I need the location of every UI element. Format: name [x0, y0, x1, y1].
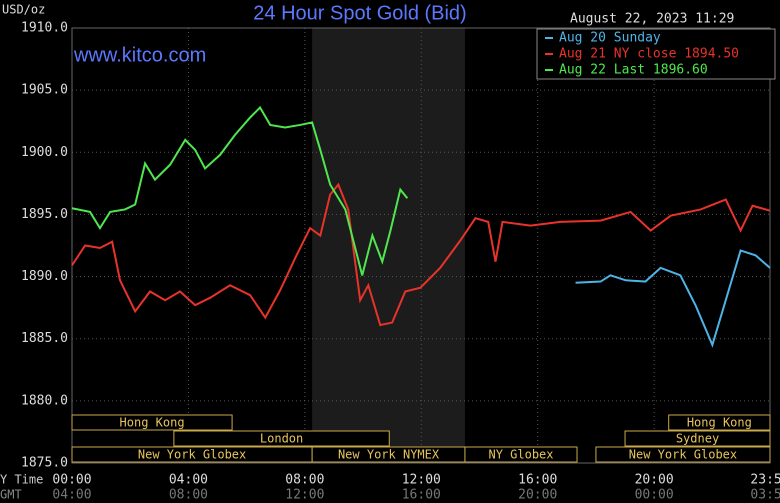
session-label: London [260, 432, 303, 446]
session-box [173, 430, 390, 447]
gmt-tick-label: 08:00 [169, 488, 208, 503]
legend-label: Aug 21 NY close 1894.50 [559, 47, 739, 62]
series-line [71, 182, 771, 327]
session-box [464, 446, 578, 463]
session-box [624, 430, 771, 447]
x-tick-label: 12:00 [402, 473, 441, 488]
x-tick-label: 23:59 [750, 473, 780, 488]
y-tick-label: 1900.0 [21, 145, 68, 160]
gmt-tick-label: 16:00 [402, 488, 441, 503]
x-row-label: Y Time [0, 473, 43, 487]
y-tick-label: 1890.0 [21, 269, 68, 284]
x-tick-label: 16:00 [518, 473, 557, 488]
y-tick-label: 1885.0 [21, 331, 68, 346]
x-row-label: GMT [0, 488, 22, 502]
source-label: www.kitco.com [73, 44, 206, 66]
y-tick-label: 1880.0 [21, 393, 68, 408]
x-tick-label: 20:00 [635, 473, 674, 488]
gmt-tick-label: 20:00 [518, 488, 557, 503]
session-label: NY Globex [488, 448, 553, 462]
session-box [595, 446, 771, 463]
y-tick-label: 1905.0 [21, 83, 68, 98]
y-tick-label: 1875.0 [21, 456, 68, 471]
series-line [575, 249, 771, 348]
gmt-tick-label: 03:59 [750, 488, 780, 503]
plot-frame [71, 27, 771, 464]
session-label: New York Globex [629, 448, 737, 462]
y-tick-label: 1895.0 [21, 207, 68, 222]
x-tick-label: 04:00 [169, 473, 208, 488]
legend-box [536, 28, 776, 80]
x-tick-label: 00:00 [52, 473, 91, 488]
session-label: New York NYMEX [338, 448, 440, 462]
highlight-band [312, 28, 465, 463]
legend-label: Aug 20 Sunday [559, 31, 661, 46]
legend-label: Aug 22 Last 1896.60 [559, 63, 708, 78]
session-box [71, 414, 233, 431]
session-box [668, 414, 771, 431]
chart-title: 24 Hour Spot Gold (Bid) [253, 2, 466, 24]
session-label: Hong Kong [120, 416, 185, 430]
chart-date: August 22, 2023 11:29 [570, 12, 734, 27]
unit-label: USD/oz [2, 3, 45, 17]
session-label: Sydney [676, 432, 719, 446]
gmt-tick-label: 04:00 [52, 488, 91, 503]
gmt-tick-label: 12:00 [285, 488, 324, 503]
gmt-tick-label: 00:00 [635, 488, 674, 503]
session-label: Hong Kong [687, 416, 752, 430]
y-tick-label: 1910.0 [21, 21, 68, 36]
session-label: New York Globex [138, 448, 246, 462]
x-tick-label: 08:00 [285, 473, 324, 488]
series-line [71, 105, 409, 276]
